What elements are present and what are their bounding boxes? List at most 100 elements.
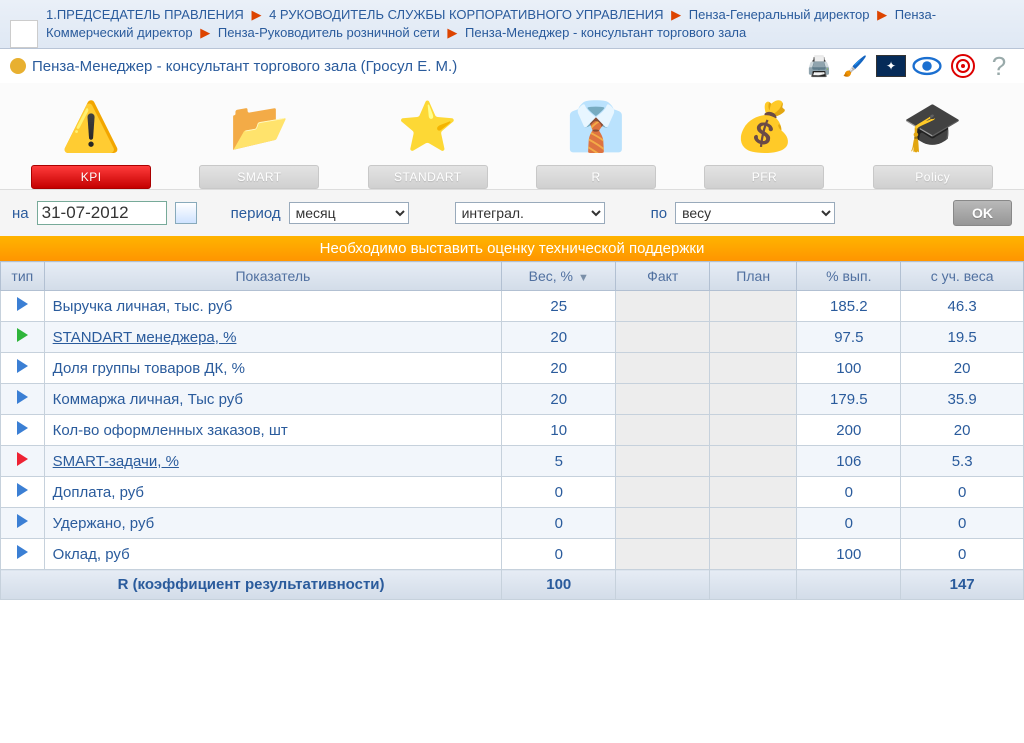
cell-plan bbox=[710, 322, 797, 353]
cell-plan bbox=[710, 539, 797, 570]
table-row[interactable]: SMART-задачи, %51065.3 bbox=[1, 446, 1024, 477]
cell-pct: 100 bbox=[797, 539, 901, 570]
tab-standart[interactable]: ⭐ STANDART bbox=[355, 91, 501, 189]
tab-smart[interactable]: 📂 SMART bbox=[186, 91, 332, 189]
breadcrumb: 1.ПРЕДСЕДАТЕЛЬ ПРАВЛЕНИЯ ▶ 4 РУКОВОДИТЕЛ… bbox=[0, 0, 1024, 49]
col-name-header[interactable]: Показатель bbox=[44, 262, 501, 291]
by-label: по bbox=[651, 205, 667, 222]
cell-adj: 0 bbox=[901, 539, 1024, 570]
col-adj-header[interactable]: с уч. веса bbox=[901, 262, 1024, 291]
indicator-name: Оклад, руб bbox=[53, 546, 130, 563]
chevron-right-icon: ▶ bbox=[200, 25, 210, 40]
tab-policy[interactable]: 🎓 Policy bbox=[860, 91, 1006, 189]
kpi-icon: ⚠️ bbox=[46, 91, 136, 161]
by-select[interactable]: весу bbox=[675, 202, 835, 224]
footer-pct bbox=[797, 570, 901, 600]
nav-tabs: ⚠️ KPI 📂 SMART ⭐ STANDART 👔 R 💰 PFR 🎓 Po… bbox=[0, 83, 1024, 189]
footer-adj: 147 bbox=[901, 570, 1024, 600]
col-type-header[interactable]: тип bbox=[1, 262, 45, 291]
breadcrumb-item[interactable]: Пенза-Руководитель розничной сети bbox=[218, 25, 440, 40]
breadcrumb-item[interactable]: 4 РУКОВОДИТЕЛЬ СЛУЖБЫ КОРПОРАТИВНОГО УПР… bbox=[269, 7, 663, 22]
cell-pct: 200 bbox=[797, 415, 901, 446]
row-expand-icon[interactable] bbox=[17, 514, 28, 528]
kpi-table: тип Показатель Вес, % ▼ Факт План % вып.… bbox=[0, 261, 1024, 600]
cell-fact bbox=[616, 446, 710, 477]
notice-banner: Необходимо выставить оценку технической … bbox=[0, 236, 1024, 261]
row-expand-icon[interactable] bbox=[17, 483, 28, 497]
target-icon[interactable] bbox=[948, 53, 978, 79]
footer-fact bbox=[616, 570, 710, 600]
calendar-icon[interactable] bbox=[175, 202, 197, 224]
eye-icon[interactable] bbox=[912, 53, 942, 79]
period-select[interactable]: месяц bbox=[289, 202, 409, 224]
cell-fact bbox=[616, 353, 710, 384]
page-title: Пенза-Менеджер - консультант торгового з… bbox=[32, 58, 457, 75]
col-plan-header[interactable]: План bbox=[710, 262, 797, 291]
row-expand-icon[interactable] bbox=[17, 545, 28, 559]
cell-weight: 20 bbox=[502, 384, 616, 415]
breadcrumb-item[interactable]: 1.ПРЕДСЕДАТЕЛЬ ПРАВЛЕНИЯ bbox=[46, 7, 244, 22]
row-expand-icon[interactable] bbox=[17, 390, 28, 404]
folder-icon: 📂 bbox=[214, 91, 304, 161]
indicator-name: Доля группы товаров ДК, % bbox=[53, 360, 245, 377]
row-expand-icon[interactable] bbox=[17, 359, 28, 373]
breadcrumb-item[interactable]: Пенза-Генеральный директор bbox=[689, 7, 870, 22]
tab-kpi[interactable]: ⚠️ KPI bbox=[18, 91, 164, 189]
cell-fact bbox=[616, 539, 710, 570]
tab-pfr[interactable]: 💰 PFR bbox=[691, 91, 837, 189]
cell-fact bbox=[616, 384, 710, 415]
cell-weight: 0 bbox=[502, 539, 616, 570]
cell-plan bbox=[710, 508, 797, 539]
row-expand-icon[interactable] bbox=[17, 452, 28, 466]
cell-weight: 0 bbox=[502, 477, 616, 508]
cell-pct: 185.2 bbox=[797, 291, 901, 322]
row-expand-icon[interactable] bbox=[17, 328, 28, 342]
money-icon: 💰 bbox=[719, 91, 809, 161]
monitor-icon[interactable]: ✦ bbox=[876, 55, 906, 77]
table-row[interactable]: Выручка личная, тыс. руб25185.246.3 bbox=[1, 291, 1024, 322]
indicator-name: Выручка личная, тыс. руб bbox=[53, 298, 233, 315]
table-row[interactable]: Коммаржа личная, Тыс руб20179.535.9 bbox=[1, 384, 1024, 415]
cell-plan bbox=[710, 446, 797, 477]
chevron-right-icon: ▶ bbox=[877, 7, 887, 22]
cell-plan bbox=[710, 384, 797, 415]
cell-adj: 20 bbox=[901, 415, 1024, 446]
col-pct-header[interactable]: % вып. bbox=[797, 262, 901, 291]
table-row[interactable]: Удержано, руб000 bbox=[1, 508, 1024, 539]
col-fact-header[interactable]: Факт bbox=[616, 262, 710, 291]
cell-pct: 106 bbox=[797, 446, 901, 477]
tab-label: STANDART bbox=[368, 165, 488, 189]
cell-pct: 0 bbox=[797, 508, 901, 539]
indicator-link[interactable]: STANDART менеджера, % bbox=[53, 329, 237, 346]
brush-icon[interactable]: 🖌️ bbox=[840, 53, 870, 79]
cell-weight: 10 bbox=[502, 415, 616, 446]
cell-fact bbox=[616, 508, 710, 539]
tab-label: PFR bbox=[704, 165, 824, 189]
col-weight-header[interactable]: Вес, % ▼ bbox=[502, 262, 616, 291]
footer-label: R (коэффициент результативности) bbox=[1, 570, 502, 600]
table-row[interactable]: STANDART менеджера, %2097.519.5 bbox=[1, 322, 1024, 353]
table-row[interactable]: Доля группы товаров ДК, %2010020 bbox=[1, 353, 1024, 384]
cell-plan bbox=[710, 415, 797, 446]
help-icon[interactable]: ? bbox=[984, 53, 1014, 79]
integral-select[interactable]: интеграл. bbox=[455, 202, 605, 224]
cell-pct: 100 bbox=[797, 353, 901, 384]
breadcrumb-item[interactable]: Пенза-Менеджер - консультант торгового з… bbox=[465, 25, 746, 40]
goal-icon: ⭐ bbox=[383, 91, 473, 161]
date-input[interactable] bbox=[37, 201, 167, 225]
chevron-right-icon: ▶ bbox=[671, 7, 681, 22]
table-row[interactable]: Доплата, руб000 bbox=[1, 477, 1024, 508]
tab-r[interactable]: 👔 R bbox=[523, 91, 669, 189]
title-row: Пенза-Менеджер - консультант торгового з… bbox=[0, 49, 1024, 83]
cell-adj: 5.3 bbox=[901, 446, 1024, 477]
table-row[interactable]: Кол-во оформленных заказов, шт1020020 bbox=[1, 415, 1024, 446]
table-row[interactable]: Оклад, руб01000 bbox=[1, 539, 1024, 570]
table-header-row: тип Показатель Вес, % ▼ Факт План % вып.… bbox=[1, 262, 1024, 291]
row-expand-icon[interactable] bbox=[17, 421, 28, 435]
print-icon[interactable]: 🖨️ bbox=[804, 53, 834, 79]
row-expand-icon[interactable] bbox=[17, 297, 28, 311]
ok-button[interactable]: OK bbox=[953, 200, 1012, 226]
indicator-link[interactable]: SMART-задачи, % bbox=[53, 453, 179, 470]
cell-pct: 0 bbox=[797, 477, 901, 508]
cell-weight: 0 bbox=[502, 508, 616, 539]
